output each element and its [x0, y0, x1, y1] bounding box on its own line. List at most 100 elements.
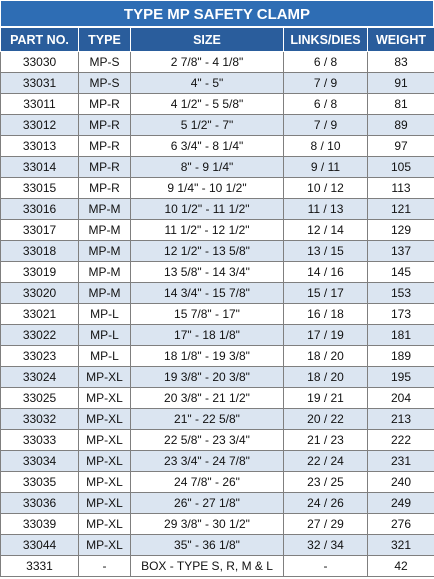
table-cell: 33018	[0, 240, 79, 262]
clamp-table: PART NO. TYPE SIZE LINKS/DIES WEIGHT 33030 MP…	[0, 27, 434, 577]
table-cell: 33022	[0, 324, 79, 346]
table-cell: 33013	[0, 135, 79, 157]
table-cell: MP-L	[78, 324, 131, 346]
table-cell: 4" - 5"	[130, 72, 284, 94]
table-cell: 5 1/2" - 7"	[130, 114, 284, 136]
table-row: 33036 MP-XL 26" - 27 1/8" 24 / 26 249	[0, 492, 434, 514]
table-cell: 7 / 9	[283, 72, 368, 94]
table-cell: 13 / 15	[283, 240, 368, 262]
table-cell: 33031	[0, 72, 79, 94]
table-cell: MP-R	[78, 135, 131, 157]
table-cell: 33032	[0, 408, 79, 430]
table-cell: 105	[367, 156, 434, 178]
column-header: PART NO.	[0, 27, 79, 52]
table-cell: 29 3/8" - 30 1/2"	[130, 513, 284, 535]
table-cell: 12 1/2" - 13 5/8"	[130, 240, 284, 262]
table-cell: 22 / 24	[283, 450, 368, 472]
table-cell: MP-S	[78, 51, 131, 73]
table-title: TYPE MP SAFETY CLAMP	[0, 0, 434, 27]
table-row: 33039 MP-XL 29 3/8" - 30 1/2" 27 / 29 276	[0, 513, 434, 535]
table-row: 33024 MP-XL 19 3/8" - 20 3/8" 18 / 20 195	[0, 366, 434, 388]
table-cell: 276	[367, 513, 434, 535]
table-cell: 249	[367, 492, 434, 514]
table-cell: 23 3/4" - 24 7/8"	[130, 450, 284, 472]
table-row: 33014 MP-R 8" - 9 1/4" 9 / 11 105	[0, 156, 434, 178]
table-cell: 33019	[0, 261, 79, 283]
table-cell: 6 / 8	[283, 93, 368, 115]
table-row: 33032 MP-XL 21" - 22 5/8" 20 / 22 213	[0, 408, 434, 430]
table-cell: 16 / 18	[283, 303, 368, 325]
table-cell: MP-XL	[78, 387, 131, 409]
table-cell: 18 / 20	[283, 345, 368, 367]
table-row: 33019 MP-M 13 5/8" - 14 3/4" 14 / 16 145	[0, 261, 434, 283]
table-cell: 23 / 25	[283, 471, 368, 493]
table-cell: 13 5/8" - 14 3/4"	[130, 261, 284, 283]
table-cell: MP-R	[78, 156, 131, 178]
table-row: 33015 MP-R 9 1/4" - 10 1/2" 10 / 12 113	[0, 177, 434, 199]
table-row: 33030 MP-S 2 7/8" - 4 1/8" 6 / 8 83	[0, 51, 434, 73]
table-cell: 7 / 9	[283, 114, 368, 136]
table-cell: 137	[367, 240, 434, 262]
table-cell: 189	[367, 345, 434, 367]
table-cell: 33017	[0, 219, 79, 241]
table-cell: 22 5/8" - 23 3/4"	[130, 429, 284, 451]
table-cell: 33015	[0, 177, 79, 199]
table-row: 33044 MP-XL 35" - 36 1/8" 32 / 34 321	[0, 534, 434, 556]
table-cell: 33021	[0, 303, 79, 325]
table-row: 33034 MP-XL 23 3/4" - 24 7/8" 22 / 24 231	[0, 450, 434, 472]
table-cell: MP-M	[78, 240, 131, 262]
table-cell: 6 3/4" - 8 1/4"	[130, 135, 284, 157]
table-cell: MP-R	[78, 93, 131, 115]
column-header: WEIGHT	[367, 27, 434, 52]
table-cell: 8" - 9 1/4"	[130, 156, 284, 178]
table-cell: 321	[367, 534, 434, 556]
table-cell: 15 7/8" - 17"	[130, 303, 284, 325]
table-cell: 83	[367, 51, 434, 73]
column-header: LINKS/DIES	[283, 27, 368, 52]
table-cell: 10 1/2" - 11 1/2"	[130, 198, 284, 220]
table-cell: 20 3/8" - 21 1/2"	[130, 387, 284, 409]
table-cell: 33033	[0, 429, 79, 451]
table-cell: MP-S	[78, 72, 131, 94]
table-cell: MP-XL	[78, 492, 131, 514]
table-cell: 153	[367, 282, 434, 304]
table-cell: 113	[367, 177, 434, 199]
table-cell: -	[283, 555, 368, 577]
table-cell: 26" - 27 1/8"	[130, 492, 284, 514]
table-cell: 195	[367, 366, 434, 388]
table-cell: 89	[367, 114, 434, 136]
table-cell: 145	[367, 261, 434, 283]
table-cell: 32 / 34	[283, 534, 368, 556]
column-header: SIZE	[130, 27, 284, 52]
table-cell: 33039	[0, 513, 79, 535]
table-cell: 10 / 12	[283, 177, 368, 199]
table-cell: 204	[367, 387, 434, 409]
table-cell: 11 1/2" - 12 1/2"	[130, 219, 284, 241]
table-cell: 24 / 26	[283, 492, 368, 514]
table-row: 33011 MP-R 4 1/2" - 5 5/8" 6 / 8 81	[0, 93, 434, 115]
table-cell: 181	[367, 324, 434, 346]
table-cell: -	[78, 555, 131, 577]
table-cell: MP-XL	[78, 534, 131, 556]
table-cell: 21" - 22 5/8"	[130, 408, 284, 430]
table-cell: 20 / 22	[283, 408, 368, 430]
table-row: 33021 MP-L 15 7/8" - 17" 16 / 18 173	[0, 303, 434, 325]
table-cell: 18 1/8" - 19 3/8"	[130, 345, 284, 367]
table-row: 33031 MP-S 4" - 5" 7 / 9 91	[0, 72, 434, 94]
table-cell: 33023	[0, 345, 79, 367]
table-cell: BOX - TYPE S, R, M & L	[130, 555, 284, 577]
table-cell: 33035	[0, 471, 79, 493]
table-cell: MP-M	[78, 261, 131, 283]
table-cell: MP-M	[78, 219, 131, 241]
table-row: 3331- BOX - TYPE S, R, M & L -42	[0, 555, 434, 577]
table-cell: 11 / 13	[283, 198, 368, 220]
table-cell: MP-R	[78, 177, 131, 199]
table-cell: 14 3/4" - 15 7/8"	[130, 282, 284, 304]
table-cell: MP-M	[78, 282, 131, 304]
table-cell: 33016	[0, 198, 79, 220]
table-row: 33013 MP-R 6 3/4" - 8 1/4" 8 / 10 97	[0, 135, 434, 157]
table-cell: MP-XL	[78, 429, 131, 451]
table-cell: 81	[367, 93, 434, 115]
table-cell: 24 7/8" - 26"	[130, 471, 284, 493]
table-cell: 14 / 16	[283, 261, 368, 283]
